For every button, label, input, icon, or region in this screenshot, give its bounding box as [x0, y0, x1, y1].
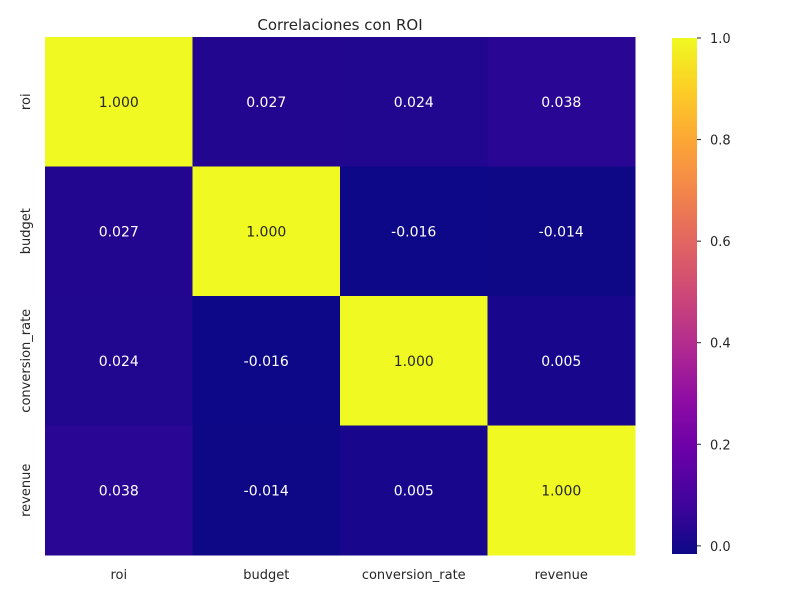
y-tick-label: revenue	[19, 464, 34, 517]
cell-value-label: 1.000	[246, 224, 286, 240]
y-tick-label: conversion_rate	[19, 309, 34, 413]
heatmap-cell	[340, 166, 488, 297]
colorbar-tick-label: 0.6	[710, 235, 731, 250]
cell-value-label: 0.027	[246, 95, 286, 111]
heatmap-cell	[340, 296, 488, 426]
x-tick-label: revenue	[535, 568, 588, 583]
heatmap-cell	[340, 37, 488, 167]
cell-value-label: 1.000	[99, 95, 139, 111]
heatmap-cell	[487, 296, 636, 426]
x-tick-label: budget	[243, 568, 289, 583]
cell-value-label: 0.038	[541, 95, 581, 111]
x-axis-ticks: roi budget conversion_rate revenue	[110, 568, 587, 583]
cell-value-label: 0.024	[394, 95, 434, 111]
colorbar-tick-label: 0.2	[710, 438, 731, 453]
colorbar: 0.0 0.2 0.4 0.6 0.8 1.0	[672, 32, 731, 555]
heatmap-cell	[487, 425, 636, 556]
cell-value-label: -0.014	[244, 483, 289, 499]
colorbar-tick-label: 1.0	[710, 32, 731, 47]
colorbar-tick-label: 0.8	[710, 134, 731, 149]
heatmap-cells: 1.000 0.027 0.024 0.038 0.027 1.000 -0.016 -0.0…	[45, 37, 636, 556]
heatmap-cell	[192, 37, 341, 167]
heatmap-cell	[45, 425, 193, 556]
y-tick-label: roi	[19, 93, 34, 110]
colorbar-tick-label: 0.4	[710, 337, 731, 352]
heatmap-cell	[45, 296, 193, 426]
cell-value-label: 1.000	[541, 483, 581, 499]
heatmap-cell	[192, 166, 341, 297]
cell-value-label: 0.005	[541, 354, 581, 370]
chart-title: Correlaciones con ROI	[257, 16, 422, 34]
heatmap-cell	[487, 37, 636, 167]
x-tick-label: conversion_rate	[362, 568, 466, 583]
cell-value-label: 1.000	[394, 354, 434, 370]
heatmap-cell	[192, 296, 341, 426]
cell-value-label: -0.016	[244, 354, 289, 370]
cell-value-label: -0.016	[391, 224, 436, 240]
cell-value-label: 0.027	[99, 224, 139, 240]
heatmap-cell	[192, 425, 341, 556]
cell-value-label: 0.038	[99, 483, 139, 499]
cell-value-label: 0.024	[99, 354, 139, 370]
heatmap-cell	[45, 37, 193, 167]
heatmap-cell	[45, 166, 193, 297]
colorbar-gradient	[672, 38, 697, 554]
y-tick-label: budget	[19, 208, 34, 254]
heatmap-cell	[487, 166, 636, 297]
x-tick-label: roi	[110, 568, 127, 583]
colorbar-tick-label: 0.0	[710, 540, 731, 555]
cell-value-label: -0.014	[539, 224, 584, 240]
cell-value-label: 0.005	[394, 483, 434, 499]
heatmap-cell	[340, 425, 488, 556]
